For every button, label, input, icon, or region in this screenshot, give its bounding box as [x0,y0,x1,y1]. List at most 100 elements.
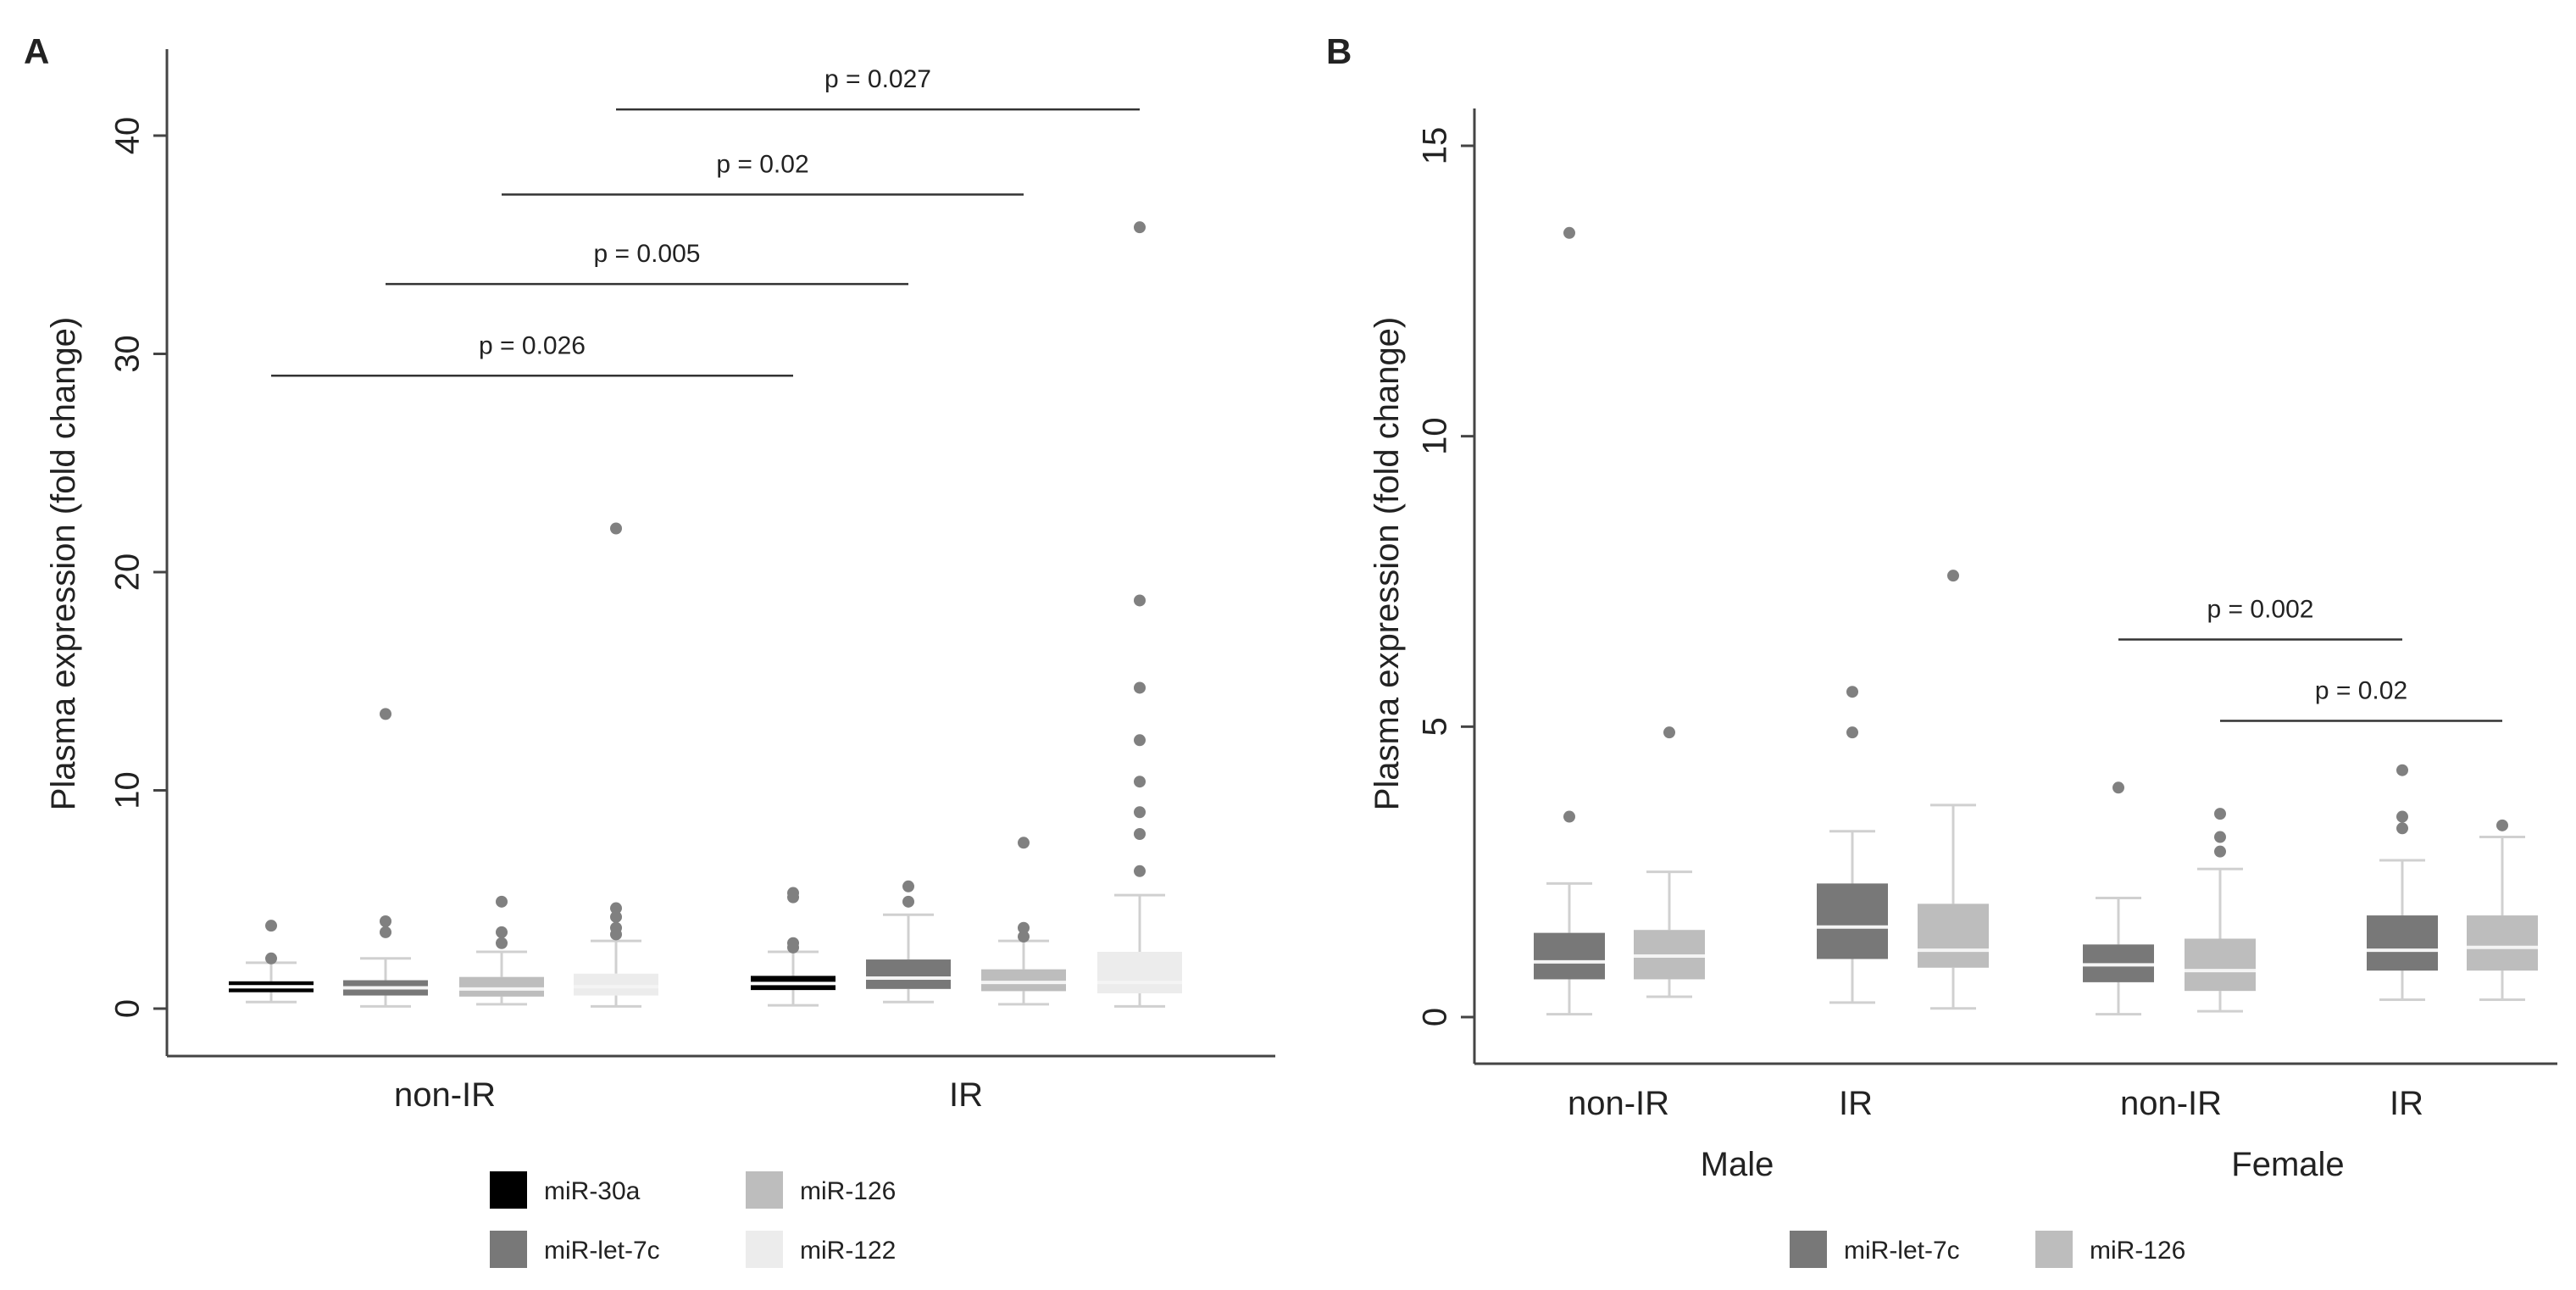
b-legend-label: miR-126 [2090,1237,2185,1265]
outlier-point [265,952,277,965]
outlier-point [1018,931,1030,943]
panel-b-y-axis-label: Plasma expression (fold change) [1368,317,1406,811]
outlier-point [1134,221,1146,234]
panel-a-chart: A Plasma expression (fold change) 0 10 20 3… [24,31,1275,1268]
outlier-point [2396,764,2408,776]
b-p-value: p = 0.02 [2315,676,2407,704]
panel-b-letter: B [1326,31,1352,71]
outlier-point [496,926,508,938]
a-legend-label: miR-30a [544,1177,641,1205]
a-group-label: non-IR [394,1076,496,1114]
b-p-value: p = 0.002 [2207,596,2314,624]
box-iqr [2467,915,2538,971]
box-iqr [1097,952,1182,993]
panel-a-significance-brackets: p = 0.026 p = 0.005 p = 0.02 p = 0.027 [271,65,1140,377]
panel-b-chart: B Plasma expression (fold change) 0 5 10 15… [1326,31,2557,1268]
a-y-tick-label: 30 [109,335,147,373]
a-box-ir-mir-122 [1097,221,1182,1008]
outlier-point [1134,681,1146,694]
outlier-point [1563,810,1575,823]
outlier-point [1134,806,1146,819]
outlier-point [2214,831,2226,843]
panel-a-letter: A [24,31,49,71]
box-iqr [981,969,1066,992]
b-y-tick-label: 5 [1417,717,1454,736]
outlier-point [1663,726,1675,739]
outlier-point [2112,781,2124,794]
a-p-value: p = 0.026 [479,331,586,359]
b-group-label: IR [1839,1085,1873,1122]
panel-b-legend: miR-let-7c miR-126 [1790,1231,2185,1268]
outlier-point [1563,226,1575,239]
outlier-point [496,937,508,949]
a-legend-swatch [746,1171,783,1209]
outlier-point [787,887,799,899]
outlier-point [2396,822,2408,835]
b-y-tick-label: 10 [1417,417,1454,455]
outlier-point [1846,686,1858,698]
box-iqr [2185,938,2256,992]
box-iqr [1534,932,1605,980]
outlier-point [1846,726,1858,739]
a-box-ir-mir-30a [751,887,836,1007]
b-box-ir-mir-126 [2467,819,2538,1001]
a-legend-swatch [746,1231,783,1268]
a-box-non-ir-mir-126 [459,895,544,1006]
b-legend-swatch [2035,1231,2073,1268]
box-iqr [1918,904,1989,968]
outlier-point [1018,837,1030,849]
a-box-ir-mir-let-7c [866,880,951,1004]
panel-b-axes: 0 5 10 15 non-IR IR non-IR IR Male Female [1417,108,2557,1183]
b-box-non-ir-mir-let-7c [1534,226,1605,1016]
a-box-non-ir-mir-let-7c [343,708,428,1008]
outlier-point [265,920,277,932]
outlier-point [1134,734,1146,747]
a-y-tick-label: 10 [109,771,147,809]
outlier-point [380,915,391,927]
outlier-point [2396,810,2408,823]
outlier-point [1134,865,1146,877]
box-iqr [866,959,951,989]
b-y-tick-label: 15 [1417,127,1454,165]
outlier-point [2214,808,2226,820]
b-group-label: Female [2231,1146,2344,1183]
panel-b-significance-brackets: p = 0.002 p = 0.02 [2118,596,2502,722]
box-iqr [1817,883,1888,959]
outlier-point [610,910,622,923]
b-group-label: non-IR [2120,1085,2222,1122]
a-legend-label: miR-let-7c [544,1237,660,1265]
b-group-label: non-IR [1568,1085,1669,1122]
outlier-point [1134,776,1146,788]
b-box-non-ir-mir-let-7c [2083,781,2154,1016]
outlier-point [787,937,799,949]
b-box-ir-mir-let-7c [1817,686,1888,1004]
outlier-point [380,926,391,938]
b-group-label: Male [1701,1146,1774,1183]
outlier-point [2214,845,2226,858]
a-legend-swatch [490,1171,527,1209]
outlier-point [1947,570,1959,582]
a-box-non-ir-mir-30a [229,920,314,1004]
box-iqr [459,976,544,997]
outlier-point [1134,828,1146,840]
a-legend-label: miR-122 [800,1237,896,1265]
panel-a-legend: miR-30a miR-126 miR-let-7c miR-122 [490,1171,896,1268]
a-y-tick-label: 20 [109,553,147,592]
b-legend-swatch [1790,1231,1827,1268]
a-legend-label: miR-126 [800,1177,896,1205]
b-box-ir-mir-let-7c [2367,764,2438,1001]
b-y-tick-label: 0 [1417,1008,1454,1026]
outlier-point [610,902,622,915]
a-group-label: IR [949,1076,983,1114]
panel-a-y-axis-label: Plasma expression (fold change) [45,317,82,811]
b-box-non-ir-mir-126 [1634,726,1705,998]
a-box-non-ir-mir-122 [574,522,658,1008]
a-p-value: p = 0.005 [594,240,701,268]
outlier-point [380,708,391,720]
box-iqr [574,973,658,996]
b-box-non-ir-mir-126 [2185,808,2256,1013]
panel-a-axes: 0 10 20 30 40 non-IR IR [109,49,1275,1114]
b-box-ir-mir-126 [1918,570,1989,1010]
a-box-ir-mir-126 [981,837,1066,1006]
